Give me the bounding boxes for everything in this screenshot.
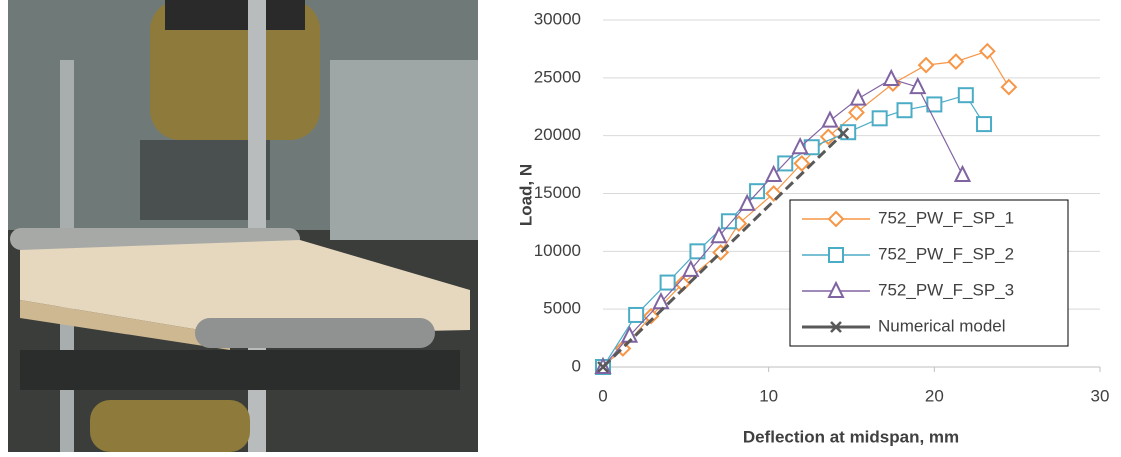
x-tick-label: 0 [598, 386, 607, 405]
y-axis-title: Load, N [516, 164, 535, 226]
y-tick-label: 5000 [543, 299, 581, 318]
marker [661, 276, 675, 290]
x-tick-label: 10 [759, 386, 778, 405]
photo-roller [195, 318, 435, 348]
marker [823, 113, 837, 127]
marker [851, 91, 865, 105]
marker [959, 88, 973, 102]
marker [949, 55, 963, 69]
x-tick-label: 20 [925, 386, 944, 405]
legend-label: 752_PW_F_SP_1 [878, 208, 1014, 227]
legend-label: Numerical model [878, 316, 1006, 335]
legend-label: 752_PW_F_SP_3 [878, 280, 1014, 299]
marker [873, 111, 887, 125]
x-tick-label: 30 [1091, 386, 1110, 405]
photo-lower-cell [90, 400, 250, 452]
photo-equipment [330, 60, 478, 240]
photo-base [20, 350, 460, 390]
y-tick-label: 0 [572, 356, 581, 375]
photo-crosshead [165, 0, 305, 30]
y-tick-label: 15000 [534, 183, 581, 202]
legend-label: 752_PW_F_SP_2 [878, 244, 1014, 263]
marker [980, 44, 994, 58]
page: {"chart_data": {"type": "scatter-line", … [0, 0, 1121, 452]
marker [898, 103, 912, 117]
marker [977, 117, 991, 131]
legend-marker [829, 248, 843, 262]
y-tick-label: 10000 [534, 241, 581, 260]
marker [919, 58, 933, 72]
marker [955, 167, 969, 181]
marker [629, 308, 643, 322]
x-axis-title: Deflection at midspan, mm [743, 427, 959, 446]
marker [1002, 80, 1016, 94]
y-tick-label: 30000 [534, 9, 581, 28]
figure: Load, N Deflection at midspan, mm 0 5000 1… [0, 0, 1121, 452]
y-tick-label: 25000 [534, 67, 581, 86]
marker [722, 214, 736, 228]
y-tick-label: 20000 [534, 125, 581, 144]
photo [8, 0, 478, 452]
marker [750, 184, 764, 198]
